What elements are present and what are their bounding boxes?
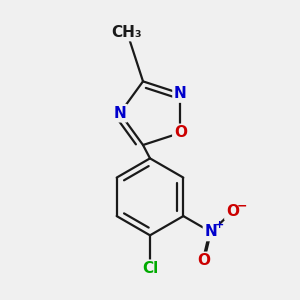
Text: O: O [174,125,187,140]
Text: N: N [205,224,217,239]
Text: Cl: Cl [142,261,158,276]
Text: CH₃: CH₃ [112,25,142,40]
Text: −: − [237,199,247,212]
Text: N: N [174,86,187,101]
Text: O: O [197,254,211,268]
Text: +: + [214,220,224,230]
Text: N: N [113,106,126,121]
Text: O: O [226,204,239,219]
